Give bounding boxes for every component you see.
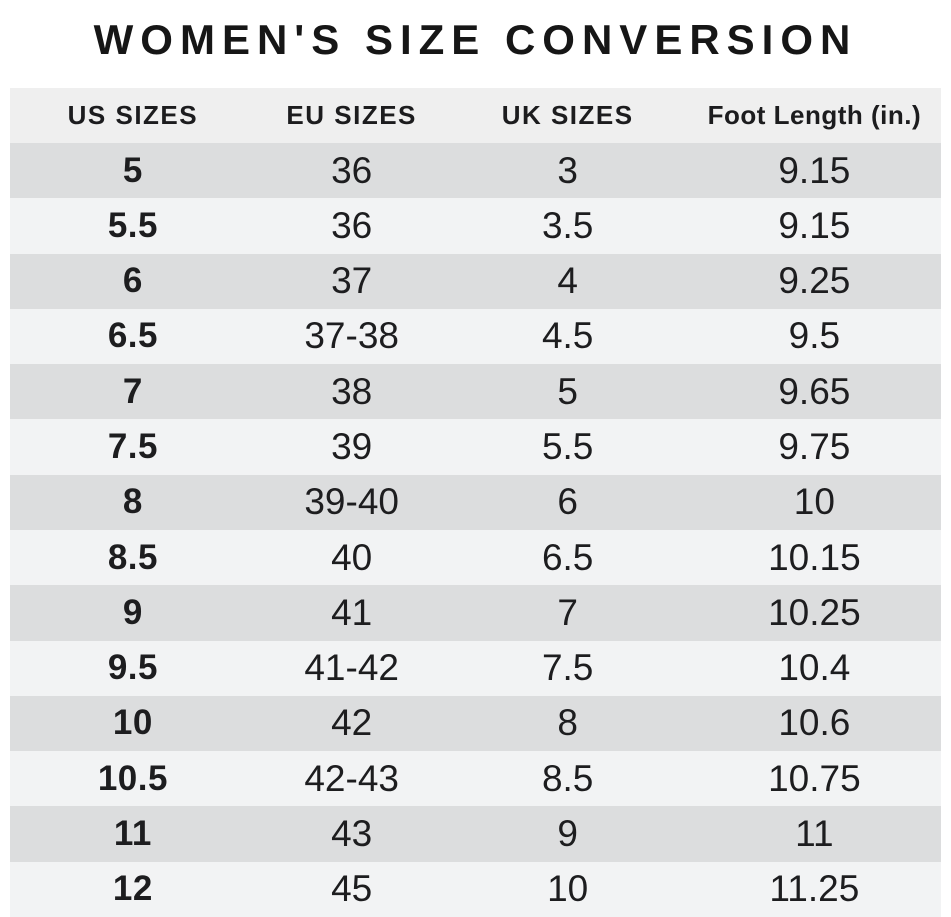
table-cell: 45 — [331, 868, 373, 910]
table-cell: 39 — [331, 426, 373, 468]
table-cell: 9 — [122, 592, 143, 632]
table-cell: 7 — [557, 591, 578, 633]
table-cell: 10.4 — [778, 647, 851, 689]
table-row: 7.5 39 5.5 9.75 — [10, 419, 941, 475]
table-cell: 5 — [122, 150, 143, 190]
table-cell: 10.25 — [768, 591, 861, 633]
table-cell: 37-38 — [304, 315, 399, 357]
table-cell: 5 — [557, 370, 578, 412]
table-cell: 10 — [793, 481, 835, 523]
table-row: 7 38 5 9.65 — [10, 364, 941, 420]
header-cell-uk-sizes: UK SIZES — [501, 100, 634, 130]
table-cell: 9 — [557, 813, 578, 855]
header-row: US SIZES EU SIZES UK SIZES Foot Length (… — [10, 88, 941, 143]
table-cell: 3.5 — [541, 204, 594, 246]
table-cell: 7.5 — [541, 647, 594, 689]
header-cell-foot-length: Foot Length (in.) — [707, 100, 922, 130]
table-body: 5 36 3 9.15 5.5 36 3.5 9.15 6 37 4 9.25 6.5 37-38 4.5 9… — [10, 143, 941, 917]
table-cell: 7.5 — [107, 427, 158, 467]
table-row: 9.5 41-42 7.5 10.4 — [10, 640, 941, 696]
table-row: 11 43 9 11 — [10, 806, 941, 862]
table-row: 12 45 10 11.25 — [10, 861, 941, 917]
table-row: 8 39-40 6 10 — [10, 474, 941, 530]
table-row: 5 36 3 9.15 — [10, 143, 941, 199]
table-cell: 10.75 — [768, 757, 861, 799]
table-cell: 9.75 — [778, 426, 851, 468]
table-cell: 9.5 — [107, 648, 158, 688]
table-cell: 41-42 — [304, 647, 399, 689]
table-cell: 10.15 — [768, 536, 861, 578]
table-row: 5.5 36 3.5 9.15 — [10, 198, 941, 254]
page-title: WOMEN'S SIZE CONVERSION — [93, 16, 858, 63]
table-cell: 6 — [122, 261, 143, 301]
table-cell: 9.15 — [778, 204, 851, 246]
table-cell: 8.5 — [541, 757, 594, 799]
table-cell: 9.25 — [778, 260, 851, 302]
table-cell: 11 — [113, 814, 152, 854]
header-cell-us-sizes: US SIZES — [67, 100, 199, 130]
table-cell: 40 — [331, 536, 373, 578]
table-cell: 37 — [331, 260, 373, 302]
table-cell: 6.5 — [107, 316, 158, 356]
table-cell: 8 — [122, 482, 143, 522]
table-cell: 6.5 — [541, 536, 594, 578]
table-cell: 9.5 — [788, 315, 841, 357]
table-cell: 10 — [547, 868, 589, 910]
table-cell: 42 — [331, 702, 373, 744]
table-cell: 39-40 — [304, 481, 399, 523]
table-cell: 11.25 — [769, 868, 860, 910]
table-row: 6.5 37-38 4.5 9.5 — [10, 308, 941, 365]
table-cell: 41 — [331, 591, 373, 633]
table-row: 6 37 4 9.25 — [10, 253, 941, 309]
table-cell: 11 — [795, 813, 834, 855]
table-cell: 5.5 — [541, 426, 594, 468]
table-row: 10 42 8 10.6 — [10, 695, 941, 752]
table-cell: 9.65 — [778, 370, 851, 412]
table-cell: 4.5 — [541, 315, 594, 357]
table-cell: 36 — [331, 149, 373, 191]
table-cell: 7 — [122, 371, 143, 411]
table-row: 8.5 40 6.5 10.15 — [10, 529, 941, 586]
table-cell: 12 — [112, 869, 153, 909]
table-cell: 3 — [557, 149, 578, 191]
table-row: 10.5 42-43 8.5 10.75 — [10, 751, 941, 807]
table-cell: 42-43 — [304, 757, 399, 799]
table-cell: 9.15 — [778, 149, 851, 191]
table-row: 9 41 7 10.25 — [10, 585, 941, 641]
table-cell: 8 — [557, 702, 578, 744]
table-cell: 8.5 — [107, 537, 158, 577]
header-cell-eu-sizes: EU SIZES — [286, 100, 417, 130]
table-cell: 43 — [331, 813, 373, 855]
table-cell: 6 — [557, 481, 578, 523]
table-cell: 5.5 — [107, 205, 158, 245]
table-cell: 10.6 — [778, 702, 851, 744]
table-cell: 4 — [557, 260, 578, 302]
table-cell: 36 — [331, 204, 373, 246]
table-cell: 10.5 — [97, 758, 168, 798]
table-cell: 10 — [112, 703, 153, 743]
size-conversion-table: US SIZES EU SIZES UK SIZES Foot Length (… — [10, 88, 941, 917]
table-cell: 38 — [331, 370, 373, 412]
